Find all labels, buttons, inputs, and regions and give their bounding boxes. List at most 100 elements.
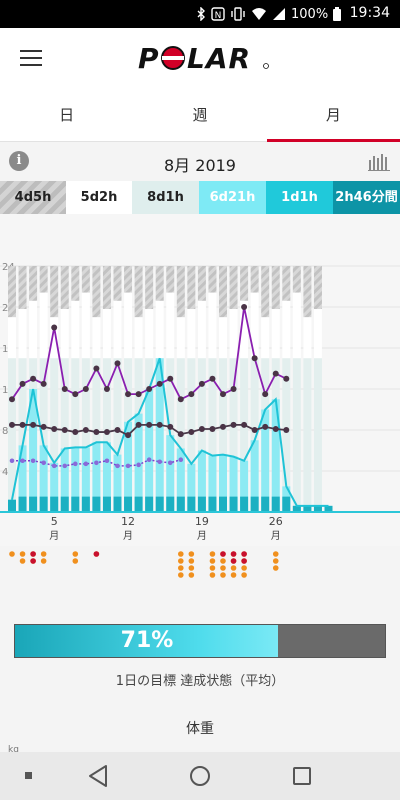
- x-tick-label: 月: [49, 530, 59, 542]
- series-point: [188, 429, 195, 436]
- monthly-activity-chart[interactable]: 48121620245月12月19月26月: [0, 214, 400, 546]
- month-title[interactable]: 8月 2019: [164, 156, 236, 175]
- info-icon[interactable]: i: [9, 151, 29, 171]
- signal-icon: [273, 8, 285, 20]
- series-point: [40, 423, 47, 430]
- zone-high[interactable]: 2h46分間: [333, 181, 400, 214]
- series-point: [93, 365, 100, 372]
- zone-rest[interactable]: 5d2h: [66, 181, 132, 214]
- series-point: [103, 429, 110, 436]
- bar-chart-icon[interactable]: [368, 151, 390, 171]
- sitting-bar: [313, 358, 322, 512]
- back-icon[interactable]: [68, 752, 128, 800]
- activity-bar: [261, 409, 270, 512]
- x-tick-label: 月: [271, 530, 281, 542]
- sitting-bar: [8, 358, 16, 512]
- activity-bar: [92, 442, 101, 512]
- rest-bar: [50, 317, 59, 359]
- sitting-bar: [229, 358, 238, 512]
- series-point: [82, 427, 89, 433]
- series-point: [30, 375, 37, 382]
- series-point: [167, 460, 173, 466]
- sitting-bar: [102, 358, 111, 512]
- activity-dot: [40, 551, 47, 557]
- daily-goal-caption: 1日の目標 達成状態（平均）: [115, 674, 285, 689]
- series-point: [115, 463, 120, 469]
- activity-bar: [197, 450, 206, 512]
- rest-bar: [292, 292, 301, 359]
- period-tabs: 日 週 月: [0, 90, 400, 142]
- sleep-bar: [81, 266, 90, 293]
- series-point: [283, 427, 290, 433]
- x-tick-label: 5: [51, 515, 58, 528]
- series-point: [167, 423, 174, 430]
- rest-bar: [60, 309, 69, 359]
- high-activity-bar: [71, 496, 80, 512]
- activity-dot: [230, 551, 237, 557]
- activity-dot: [209, 565, 216, 571]
- series-point: [20, 458, 25, 464]
- rest-bar: [240, 300, 249, 359]
- series-point: [19, 380, 26, 387]
- series-point: [41, 460, 46, 466]
- activity-bar: [240, 460, 249, 512]
- rest-bar: [81, 292, 90, 359]
- zone-sitting[interactable]: 8d1h: [132, 181, 199, 214]
- high-activity-bar: [219, 496, 227, 512]
- x-tick-label: 26: [269, 515, 283, 528]
- zone-sleep[interactable]: 4d5h: [0, 181, 66, 214]
- svg-text:P: P: [138, 42, 160, 74]
- activity-dot: [72, 551, 79, 557]
- high-activity-bar: [60, 496, 69, 512]
- activity-dot: [209, 551, 216, 557]
- series-point: [156, 421, 163, 428]
- series-point: [198, 425, 205, 432]
- activity-dot: [30, 551, 36, 557]
- series-point: [220, 391, 226, 398]
- series-point: [61, 427, 68, 433]
- zone-low[interactable]: 6d21h: [199, 181, 266, 214]
- recents-dot-icon[interactable]: [0, 752, 60, 800]
- rest-bar: [229, 309, 238, 359]
- activity-bar: [176, 448, 185, 512]
- sitting-bar: [81, 358, 90, 512]
- sitting-bar: [18, 358, 27, 512]
- series-point: [114, 427, 121, 433]
- high-activity-bar: [155, 496, 164, 512]
- series-point: [241, 421, 248, 428]
- sleep-bar: [39, 266, 48, 293]
- activity-bar: [208, 455, 217, 512]
- series-point: [146, 421, 153, 428]
- series-point: [146, 457, 152, 463]
- sleep-bar: [155, 266, 164, 301]
- sleep-bar: [271, 266, 280, 310]
- tab-week[interactable]: 週: [192, 106, 208, 124]
- rest-bar: [303, 317, 312, 359]
- high-activity-bar: [39, 496, 48, 512]
- activity-dot: [230, 565, 237, 571]
- home-icon[interactable]: [170, 752, 230, 800]
- tab-day[interactable]: 日: [59, 106, 75, 124]
- high-activity-bar: [261, 496, 270, 512]
- sitting-bar: [50, 358, 59, 512]
- activity-dot: [220, 565, 226, 571]
- activity-dot: [220, 558, 226, 564]
- high-activity-bar: [313, 505, 322, 512]
- sitting-bar: [187, 358, 196, 512]
- series-point: [135, 421, 142, 428]
- series-point: [209, 425, 216, 432]
- wifi-icon: [252, 8, 266, 20]
- high-activity-bar: [124, 496, 133, 512]
- overview-icon[interactable]: [272, 752, 332, 800]
- hamburger-icon[interactable]: [20, 50, 42, 66]
- zone-medium[interactable]: 1d1h: [266, 181, 333, 214]
- sitting-bar: [197, 358, 206, 512]
- tab-month[interactable]: 月: [266, 90, 400, 142]
- daily-goal-progress-bar[interactable]: 71%: [14, 624, 386, 658]
- activity-dot: [272, 558, 279, 564]
- rest-bar: [18, 309, 27, 359]
- activity-dot: [72, 558, 79, 564]
- series-point: [114, 360, 121, 367]
- series-point: [283, 375, 290, 382]
